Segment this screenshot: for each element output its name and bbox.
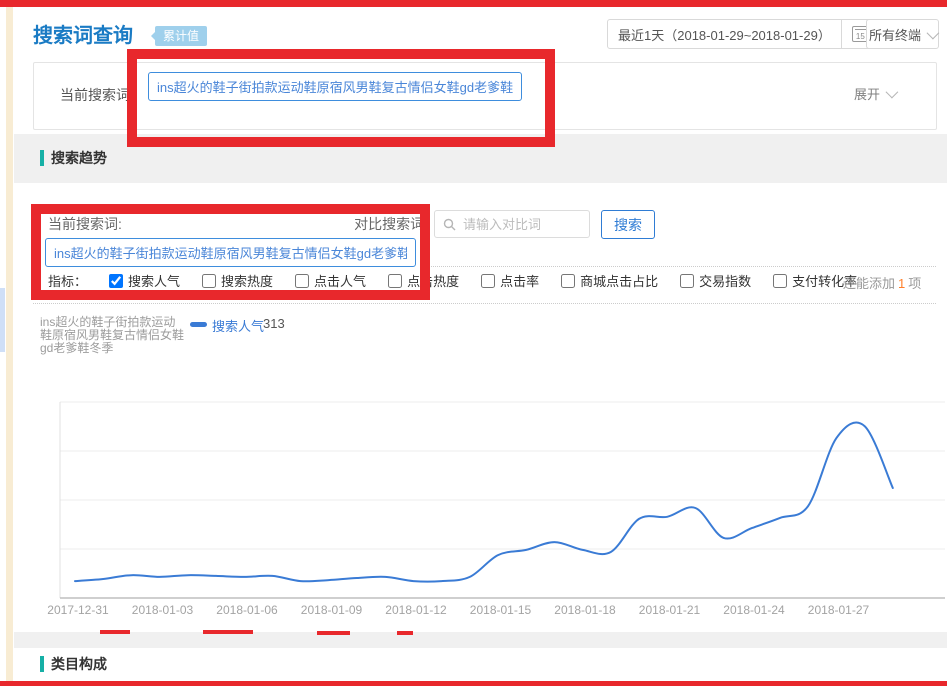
date-range-text[interactable]: 最近1天（2018-01-29~2018-01-29）	[618, 27, 831, 43]
legend-line-marker	[190, 322, 207, 327]
metric-item-2[interactable]: 搜索热度	[202, 271, 273, 290]
x-axis-tick: 2018-01-06	[216, 603, 278, 617]
x-axis-tick: 2018-01-12	[385, 603, 447, 617]
metric-item-6[interactable]: 商城点击占比	[561, 271, 658, 290]
metric-item-1[interactable]: 搜索人气	[109, 271, 180, 290]
page-title: 搜索词查询	[33, 25, 133, 47]
add-more-count: 1	[898, 276, 906, 291]
metric-checkbox-6[interactable]	[561, 273, 576, 288]
metric-label: 点击热度	[407, 274, 460, 289]
x-axis-tick: 2018-01-18	[554, 603, 616, 617]
metric-label: 交易指数	[699, 274, 752, 289]
metric-label: 搜索热度	[221, 274, 274, 289]
x-axis-tick: 2018-01-27	[808, 603, 870, 617]
trend-section-title: 搜索趋势	[40, 148, 107, 168]
section-accent-bar	[40, 656, 44, 672]
metric-item-4[interactable]: 点击热度	[388, 271, 459, 290]
search-button[interactable]: 搜索	[601, 210, 655, 239]
trend-section-title-text: 搜索趋势	[51, 150, 107, 166]
compare-input-wrap[interactable]	[434, 210, 590, 238]
trend-line-series	[74, 421, 894, 583]
search-term-input[interactable]	[148, 72, 522, 101]
metric-item-5[interactable]: 点击率	[481, 271, 539, 290]
add-more-hint: 还能添加 1 项	[843, 273, 921, 292]
trend-line-chart[interactable]: 2017-12-31 2018-01-03 2018-01-06 2018-01-09…	[14, 390, 947, 640]
x-axis-tick: 2018-01-03	[132, 603, 194, 617]
category-section-title: 类目构成	[40, 654, 107, 674]
x-axis-tick: 2018-01-15	[470, 603, 532, 617]
metric-checkbox-4[interactable]	[388, 273, 403, 288]
left-blue-tab[interactable]	[0, 288, 5, 352]
x-axis-tick: 2018-01-21	[639, 603, 701, 617]
search-icon	[443, 218, 456, 230]
expand-label: 展开	[854, 87, 881, 102]
metric-checkbox-5[interactable]	[481, 273, 496, 288]
query-label: 当前搜索词 :	[60, 87, 138, 103]
metric-checkbox-3[interactable]	[295, 273, 310, 288]
x-axis-tick: 2017-12-31	[47, 603, 109, 617]
metric-item-3[interactable]: 点击人气	[295, 271, 366, 290]
section-accent-bar	[40, 150, 44, 166]
cumulative-badge: 累计值	[150, 26, 208, 46]
add-more-suffix: 项	[908, 276, 922, 291]
category-section-title-text: 类目构成	[51, 656, 107, 672]
metric-label: 点击率	[500, 274, 540, 289]
legend-metric-label[interactable]: 搜索人气	[212, 319, 265, 334]
metric-label: 支付转化率	[792, 274, 858, 289]
trend-current-label: 当前搜索词:	[48, 216, 122, 232]
metric-checkbox-8[interactable]	[773, 273, 788, 288]
metric-label: 商城点击占比	[580, 274, 659, 289]
metric-label: 点击人气	[314, 274, 367, 289]
expand-toggle[interactable]: 展开	[854, 84, 899, 103]
chevron-down-icon	[926, 26, 940, 39]
legend-metric-value: 313	[263, 316, 285, 331]
annotation-bottom-bar	[0, 681, 947, 686]
terminal-dropdown-label: 所有终端	[868, 27, 921, 43]
trend-compare-label: 对比搜索词:	[354, 216, 428, 232]
metric-label: 搜索人气	[128, 274, 181, 289]
section-divider-band-bottom	[14, 632, 947, 648]
legend-term-text: ins超火的鞋子街拍款运动 鞋原宿风男鞋复古情侣女鞋 gd老爹鞋冬季	[40, 315, 185, 355]
section-divider-band	[14, 134, 947, 183]
left-cream-strip	[6, 7, 13, 686]
metric-checkbox-7[interactable]	[680, 273, 695, 288]
divider-dotted-full	[33, 303, 936, 304]
add-more-prefix: 还能添加	[843, 276, 896, 291]
compare-term-input[interactable]	[461, 215, 581, 233]
trend-current-term-input[interactable]	[45, 238, 416, 267]
date-range-picker[interactable]: 最近1天（2018-01-29~2018-01-29） 15	[607, 19, 880, 49]
metric-item-8[interactable]: 支付转化率	[773, 271, 857, 290]
annotation-top-bar	[0, 0, 947, 7]
terminal-dropdown[interactable]: 所有终端	[866, 19, 940, 49]
x-axis-tick: 2018-01-09	[301, 603, 363, 617]
x-axis-tick: 2018-01-24	[723, 603, 785, 617]
metric-checkbox-1[interactable]	[109, 273, 124, 288]
metric-item-7[interactable]: 交易指数	[680, 271, 751, 290]
metric-checkbox-2[interactable]	[202, 273, 217, 288]
divider-dotted-right	[428, 266, 936, 267]
metrics-label: 指标：	[48, 274, 88, 289]
metrics-row: 指标： 搜索人气 搜索热度 点击人气 点击热度 点击率 商城点击占比 交易指数 支付转化率	[48, 271, 857, 290]
